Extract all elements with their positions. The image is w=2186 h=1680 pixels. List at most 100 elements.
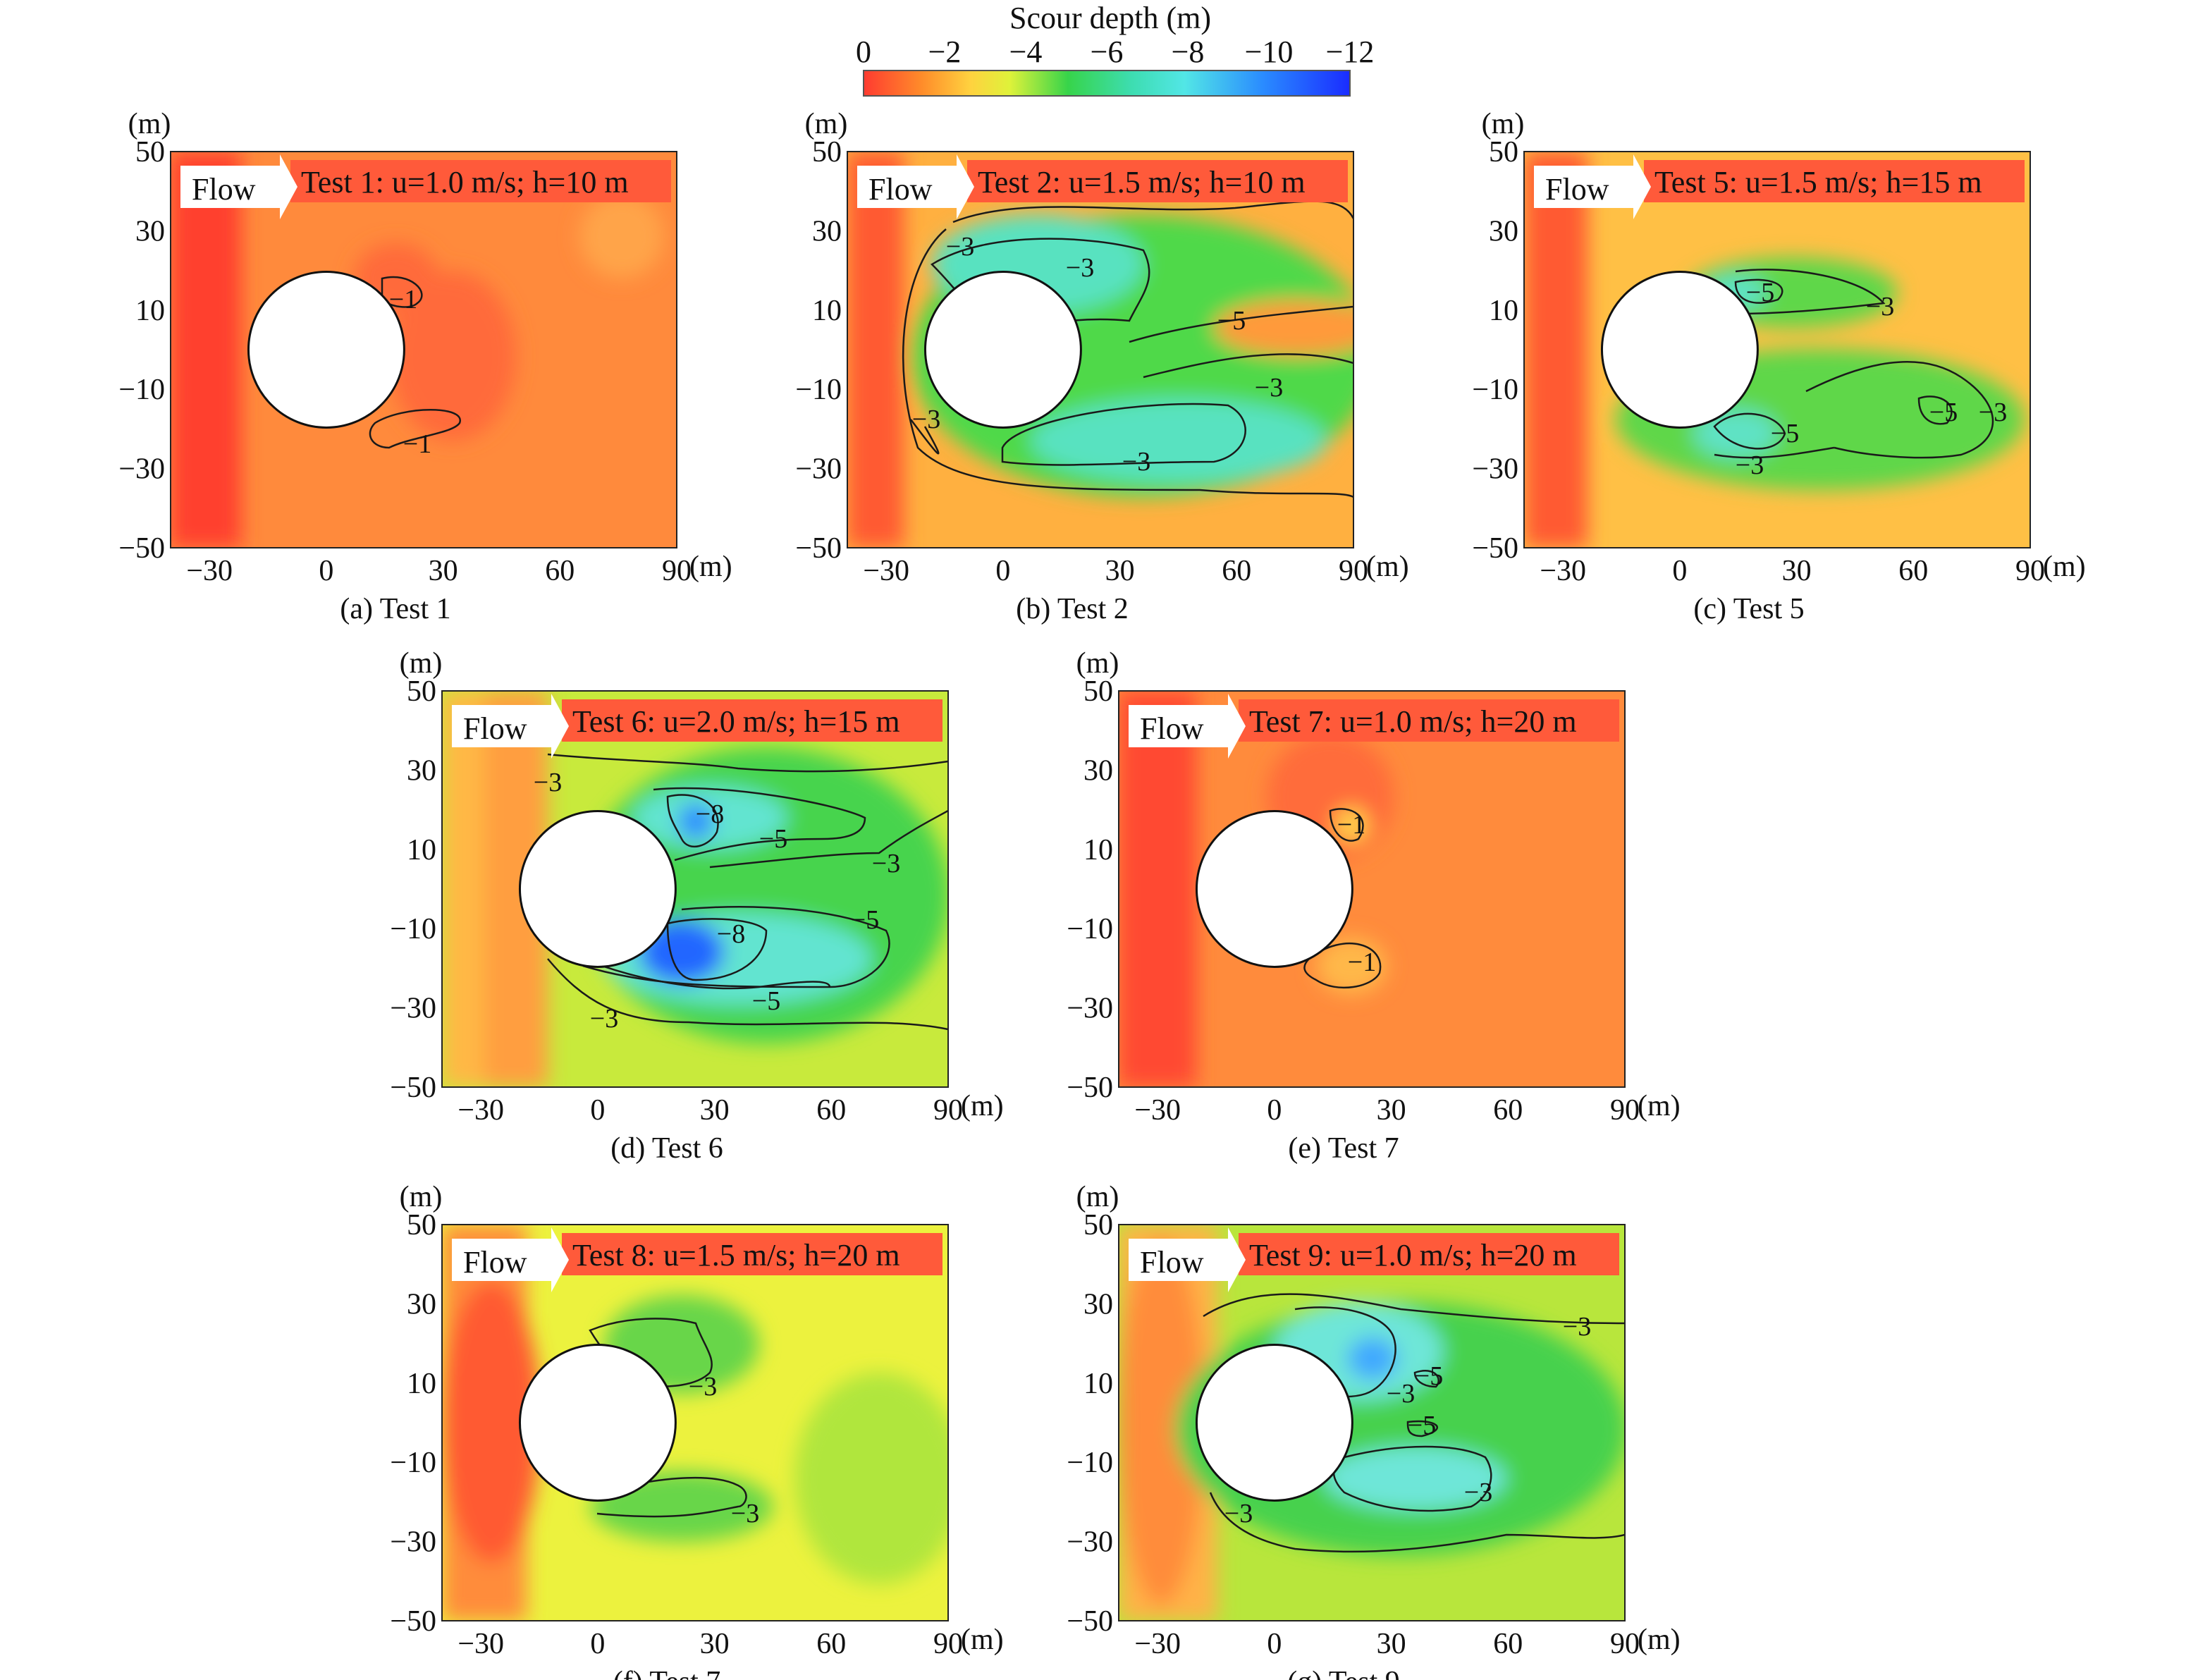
contour-line bbox=[1406, 1420, 1439, 1437]
panel-caption: (f) Test 7 bbox=[613, 1666, 721, 1680]
header-banner bbox=[967, 160, 1348, 202]
contour-label: −5 bbox=[851, 905, 879, 935]
contour-line bbox=[369, 409, 461, 449]
x-tick-label: 90 bbox=[1339, 555, 1368, 587]
y-tick-label: −10 bbox=[390, 1447, 436, 1479]
y-tick-label: −50 bbox=[1067, 1072, 1113, 1104]
flow-label: Flow bbox=[1140, 1245, 1204, 1280]
header-banner bbox=[1239, 699, 1619, 742]
flow-arrow bbox=[1129, 1227, 1246, 1292]
x-tick-label: 0 bbox=[590, 1094, 605, 1127]
contour-label: −5 bbox=[1217, 306, 1246, 336]
scour-region bbox=[442, 691, 484, 1087]
y-tick-label: −10 bbox=[795, 374, 842, 406]
x-tick-label: −30 bbox=[1540, 555, 1586, 587]
y-tick-label: −50 bbox=[390, 1605, 436, 1638]
x-tick-label: −30 bbox=[186, 555, 233, 587]
pile-circle bbox=[518, 810, 677, 968]
y-tick-label: 30 bbox=[1083, 754, 1113, 787]
contour-line bbox=[1805, 360, 1994, 459]
x-tick-label: 90 bbox=[933, 1628, 963, 1660]
contour-line bbox=[1413, 1370, 1439, 1388]
flow-label: Flow bbox=[463, 1245, 527, 1280]
scour-region bbox=[1348, 1337, 1397, 1380]
y-tick-label: −50 bbox=[1067, 1605, 1113, 1638]
x-axis-unit: (m) bbox=[1638, 1624, 1681, 1656]
y-tick-label: −30 bbox=[1067, 1526, 1113, 1559]
contour-label: −3 bbox=[1122, 447, 1150, 477]
panel-caption: (b) Test 2 bbox=[1016, 593, 1129, 625]
contour-label: −3 bbox=[1255, 373, 1283, 403]
y-tick-label: −10 bbox=[1472, 374, 1518, 406]
contour-label: −5 bbox=[1929, 398, 1958, 427]
x-tick-label: 60 bbox=[545, 555, 575, 587]
x-axis-unit: (m) bbox=[2043, 551, 2086, 583]
x-tick-label: −30 bbox=[458, 1628, 504, 1660]
y-tick-label: −30 bbox=[1472, 453, 1518, 486]
scour-depth-field: −1−1 bbox=[171, 152, 677, 548]
header-banner bbox=[1239, 1233, 1619, 1275]
scour-region bbox=[1119, 1239, 1203, 1605]
flow-arrow bbox=[452, 694, 569, 759]
pile-circle bbox=[247, 271, 405, 429]
y-axis-unit: (m) bbox=[1482, 108, 1525, 140]
x-tick-label: 30 bbox=[429, 555, 458, 587]
x-tick-label: 0 bbox=[590, 1628, 605, 1660]
flow-arrow bbox=[1129, 694, 1246, 759]
contour-label: −3 bbox=[590, 1004, 618, 1034]
y-tick-label: 30 bbox=[407, 1288, 436, 1320]
contour-label: −3 bbox=[872, 849, 900, 878]
x-tick-label: 60 bbox=[1493, 1094, 1523, 1127]
scour-region bbox=[847, 152, 904, 548]
contour-label: −3 bbox=[1866, 292, 1894, 321]
x-tick-label: 0 bbox=[995, 555, 1010, 587]
contour-line bbox=[596, 1476, 747, 1518]
contour-label: −3 bbox=[946, 232, 974, 262]
scour-region bbox=[442, 1281, 541, 1563]
panel-header: Test 9: u=1.0 m/s; h=20 m bbox=[1249, 1238, 1577, 1273]
x-tick-label: 90 bbox=[2015, 555, 2045, 587]
y-tick-label: 10 bbox=[407, 834, 436, 866]
contour-label: −8 bbox=[717, 919, 745, 949]
contour-label: −3 bbox=[1387, 1379, 1415, 1409]
contour-line bbox=[666, 794, 719, 847]
header-banner bbox=[290, 160, 671, 202]
x-tick-label: 0 bbox=[1672, 555, 1687, 587]
x-tick-label: 30 bbox=[700, 1094, 730, 1127]
colorbar: Scour depth (m) 0 −2 −4 −6 −8 −10 −12 bbox=[856, 1, 1374, 97]
scour-depth-field: −5 −3−5−5−3−3 bbox=[1524, 152, 2030, 548]
contour-line bbox=[1329, 808, 1364, 842]
x-tick-label: 90 bbox=[1610, 1094, 1640, 1127]
contour-line bbox=[1001, 403, 1246, 466]
scour-panel: −3 −8 −5 −3 −8 −5 −5 −3 Test 6: u=2.0 m/s; h=15 … bbox=[390, 647, 1003, 1165]
x-tick-label: 0 bbox=[319, 555, 333, 587]
scour-region bbox=[794, 1373, 948, 1584]
y-tick-label: −50 bbox=[795, 532, 842, 565]
y-tick-label: −30 bbox=[118, 453, 165, 486]
x-axis-unit: (m) bbox=[1366, 551, 1409, 583]
contour-line bbox=[666, 918, 768, 981]
x-tick-label: 60 bbox=[1222, 555, 1251, 587]
y-tick-label: −50 bbox=[118, 532, 165, 565]
contour-line bbox=[1129, 305, 1353, 343]
y-tick-label: 30 bbox=[1083, 1288, 1113, 1320]
scour-depth-field: −3−3−5−5−3−3 bbox=[1119, 1225, 1625, 1621]
y-tick-label: −30 bbox=[390, 993, 436, 1025]
y-tick-label: 50 bbox=[1083, 675, 1113, 708]
colorbar-tick-label: −8 bbox=[1172, 35, 1205, 69]
contour-label: −3 bbox=[912, 405, 940, 434]
contour-line bbox=[582, 957, 831, 990]
contour-label: −3 bbox=[731, 1499, 759, 1528]
contour-line bbox=[1734, 278, 1783, 304]
colorbar-tick-label: −6 bbox=[1091, 35, 1124, 69]
pile-circle bbox=[1195, 1344, 1353, 1502]
y-tick-label: 10 bbox=[1083, 1368, 1113, 1400]
scour-region bbox=[1119, 691, 1196, 1087]
flow-arrow bbox=[180, 154, 297, 219]
y-tick-label: −50 bbox=[390, 1072, 436, 1104]
